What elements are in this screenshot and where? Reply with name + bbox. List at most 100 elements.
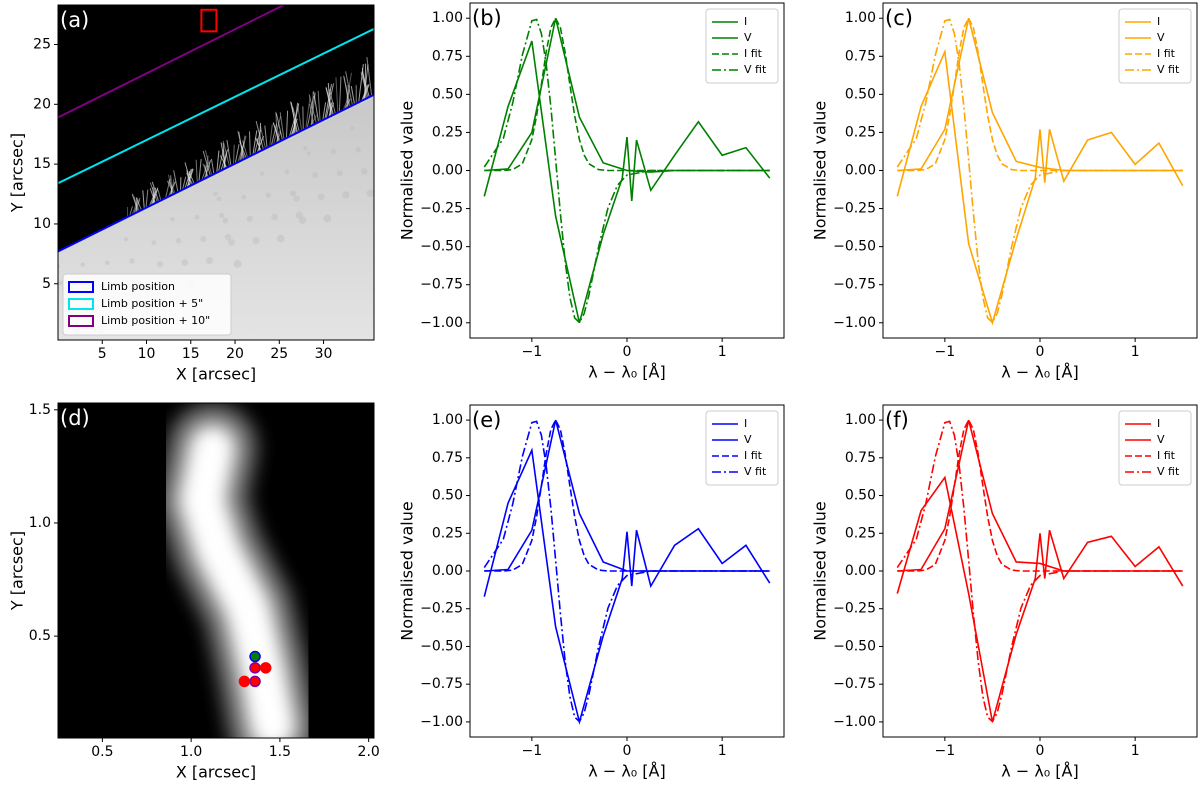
granule bbox=[284, 169, 290, 175]
point bbox=[249, 662, 261, 674]
spicule bbox=[313, 91, 320, 126]
granule bbox=[293, 195, 300, 202]
series-line bbox=[897, 418, 1183, 572]
panel-label: (e) bbox=[472, 408, 501, 432]
spicule bbox=[279, 112, 285, 143]
spicule bbox=[238, 136, 247, 165]
granule bbox=[355, 147, 361, 153]
point bbox=[238, 675, 251, 688]
x-tick-label: 0 bbox=[1036, 743, 1045, 759]
panel-label: (a) bbox=[60, 8, 89, 32]
y-tick-label: −1.00 bbox=[420, 714, 463, 730]
legend-label: I bbox=[1157, 417, 1160, 430]
granule bbox=[213, 191, 218, 196]
spicule bbox=[285, 110, 289, 142]
x-axis-label: λ − λ₀ [Å] bbox=[1001, 762, 1078, 781]
panel: −1 0 1 −1.00 −0.75 −0.50 −0.25 0.00 0.25 0.50 0.75… bbox=[811, 404, 1198, 781]
granule bbox=[228, 238, 235, 246]
spicule bbox=[343, 76, 351, 110]
panel-label: (f) bbox=[885, 408, 909, 432]
legend-label: V bbox=[744, 433, 752, 446]
spicule bbox=[275, 111, 279, 146]
spicule bbox=[306, 95, 315, 132]
legend-box bbox=[705, 8, 779, 84]
spicule bbox=[173, 170, 179, 195]
spicule bbox=[340, 99, 349, 115]
y-tick-label: −0.25 bbox=[833, 201, 876, 217]
y-tick-label: −1.00 bbox=[833, 315, 876, 331]
plot-area bbox=[483, 16, 771, 324]
y-tick-label: 0.00 bbox=[432, 563, 463, 579]
axes-frame bbox=[57, 4, 375, 341]
spicule bbox=[325, 83, 335, 122]
spicule bbox=[264, 125, 268, 151]
granule bbox=[323, 214, 332, 223]
legend-label: V bbox=[744, 31, 752, 44]
granule bbox=[170, 216, 175, 222]
y-tick-label: 0.00 bbox=[432, 163, 463, 179]
x-axis-label: X [arcsec] bbox=[176, 763, 256, 782]
spicule bbox=[220, 142, 227, 172]
granule bbox=[216, 196, 222, 202]
y-tick-label: 10 bbox=[33, 216, 51, 232]
spicule bbox=[226, 139, 232, 169]
y-tick-label: 0.50 bbox=[432, 488, 463, 504]
granule bbox=[303, 146, 308, 151]
granule bbox=[104, 260, 110, 266]
series-line bbox=[896, 475, 1184, 723]
granule bbox=[224, 233, 232, 241]
granule bbox=[331, 149, 337, 155]
x-tick-label: 0 bbox=[623, 344, 632, 360]
y-axis-label: Y [arcsec] bbox=[8, 133, 27, 213]
x-tick-label: 1 bbox=[718, 344, 727, 360]
granule bbox=[361, 168, 368, 175]
legend-box bbox=[1118, 410, 1192, 486]
legend-swatch bbox=[68, 298, 94, 310]
y-tick-label: 25 bbox=[33, 36, 51, 52]
legend-swatch bbox=[68, 315, 94, 327]
granule bbox=[342, 191, 350, 199]
granule bbox=[80, 262, 85, 267]
spicule bbox=[195, 159, 198, 186]
y-axis-label: Normalised value bbox=[811, 501, 830, 640]
y-axis-label: Y [arcsec] bbox=[8, 531, 27, 611]
y-tick-label: 5 bbox=[42, 276, 51, 292]
granule bbox=[219, 212, 225, 219]
spicule bbox=[325, 87, 335, 118]
x-tick-label: 1 bbox=[1131, 743, 1140, 759]
panel: −1 0 1 −1.00 −0.75 −0.50 −0.25 0.00 0.25 0.50 0.75… bbox=[398, 2, 785, 382]
granule bbox=[58, 280, 64, 286]
spicule bbox=[272, 122, 282, 144]
panel: 5 10 15 20 25 30 5 10 15 20 25 X [arcsec] Y [arcsec]… bbox=[8, 4, 375, 384]
spicule bbox=[128, 206, 133, 220]
y-tick-label: −0.75 bbox=[420, 277, 463, 293]
y-tick-label: −0.25 bbox=[833, 601, 876, 617]
y-tick-label: −1.00 bbox=[420, 315, 463, 331]
x-tick-label: 0 bbox=[623, 743, 632, 759]
legend-label: I fit bbox=[744, 449, 763, 462]
granule bbox=[205, 257, 214, 265]
legend-label: V fit bbox=[1157, 465, 1180, 478]
granule bbox=[336, 170, 343, 177]
spicule bbox=[346, 85, 349, 111]
x-tick-label: 0 bbox=[1036, 344, 1045, 360]
granule bbox=[299, 216, 307, 224]
granule bbox=[123, 237, 128, 242]
spicule bbox=[275, 113, 284, 143]
x-tick-label: 30 bbox=[315, 346, 333, 362]
spicule bbox=[258, 122, 262, 155]
x-axis-label: X [arcsec] bbox=[176, 365, 256, 384]
spicule bbox=[328, 89, 337, 117]
x-tick-label: −1 bbox=[935, 344, 956, 360]
series-line bbox=[896, 48, 1184, 326]
y-tick-label: 1.0 bbox=[29, 515, 51, 531]
y-tick-label: 0.00 bbox=[845, 563, 876, 579]
y-tick-label: 0.75 bbox=[432, 48, 463, 64]
x-tick-label: 1 bbox=[718, 743, 727, 759]
spicule bbox=[335, 77, 339, 116]
series-line bbox=[483, 420, 770, 723]
granule bbox=[306, 151, 312, 156]
granule bbox=[265, 192, 272, 199]
spicule bbox=[259, 125, 267, 152]
spicule bbox=[149, 182, 159, 205]
